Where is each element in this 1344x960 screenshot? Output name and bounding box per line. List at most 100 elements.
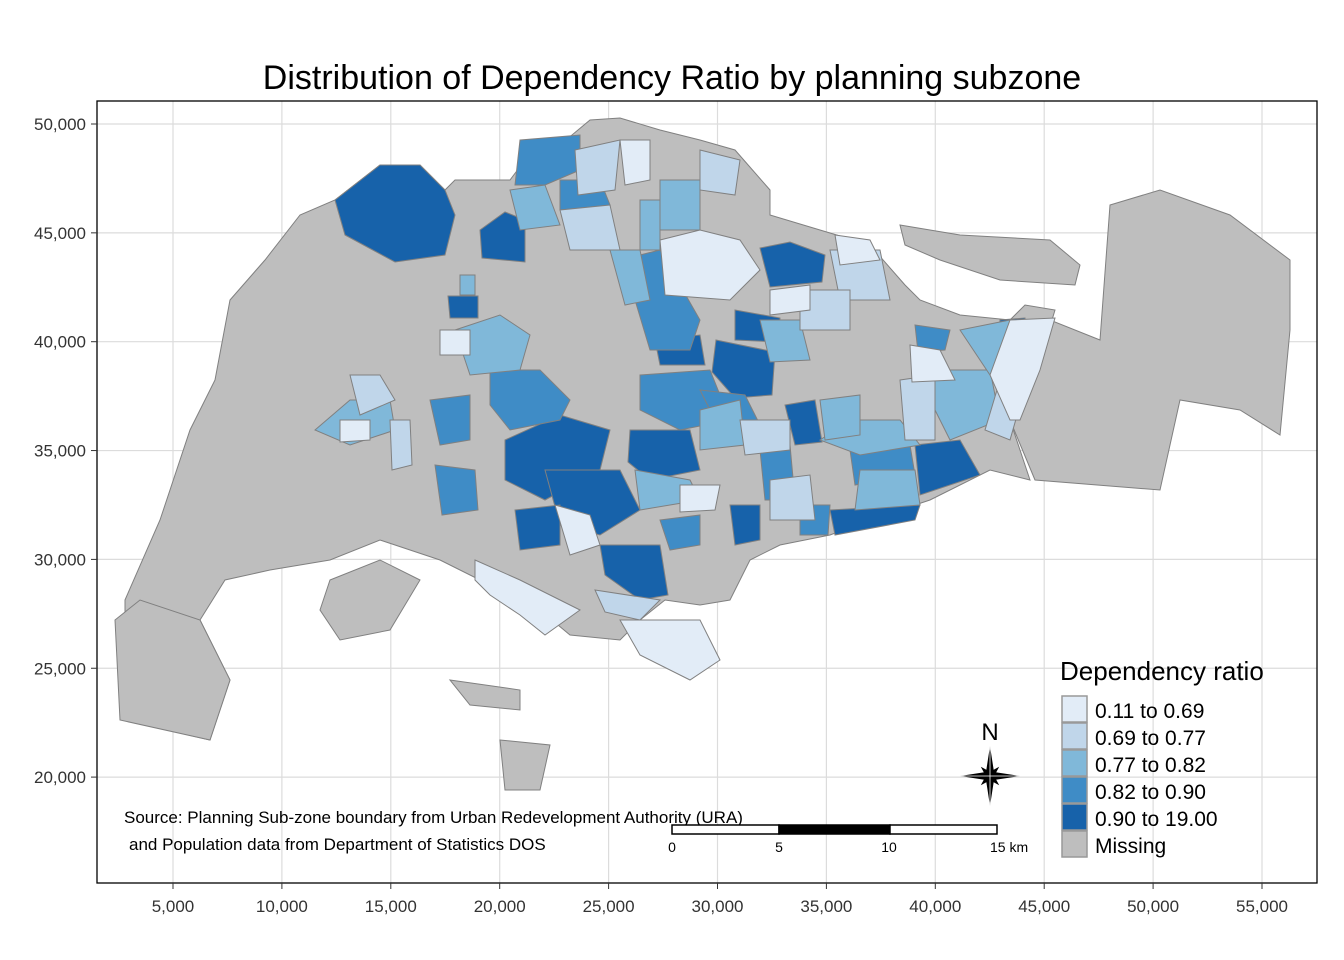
subzone xyxy=(639,199,661,251)
legend-label: 0.69 to 0.77 xyxy=(1095,727,1206,750)
x-tick-label: 35,000 xyxy=(800,897,852,916)
subzone xyxy=(659,179,701,231)
source-line-1: Source: Planning Sub-zone boundary from … xyxy=(124,808,743,827)
scale-label-15: 15 km xyxy=(990,839,1028,855)
subzone xyxy=(574,139,621,196)
legend-key xyxy=(1061,749,1088,777)
y-tick-label: 50,000 xyxy=(34,115,86,134)
subzone xyxy=(339,419,371,443)
subzone xyxy=(909,344,956,383)
jurong-island xyxy=(114,599,231,741)
island xyxy=(448,679,521,711)
subzone xyxy=(759,319,811,363)
legend-label: 0.77 to 0.82 xyxy=(1095,754,1206,777)
subzone xyxy=(479,211,526,263)
subzone xyxy=(799,289,851,331)
island xyxy=(319,559,421,641)
legend-label: Missing xyxy=(1095,835,1166,858)
subzone xyxy=(599,544,669,601)
north-label: N xyxy=(981,719,998,746)
subzone xyxy=(554,504,601,556)
subzone xyxy=(514,134,581,186)
map-title: Distribution of Dependency Ratio by plan… xyxy=(263,59,1081,97)
subzone xyxy=(659,514,701,551)
subzone xyxy=(514,504,561,551)
legend-key xyxy=(1061,722,1088,750)
subzone xyxy=(914,324,951,353)
scale-label-0: 0 xyxy=(668,839,676,855)
subzone xyxy=(439,329,471,356)
subzone xyxy=(854,469,921,511)
scale-label-5: 5 xyxy=(775,839,783,855)
subzone xyxy=(759,241,826,288)
subzone xyxy=(619,139,651,186)
x-tick-label: 20,000 xyxy=(474,897,526,916)
subzone xyxy=(729,504,761,546)
scale-bar: 0 5 10 15 km xyxy=(668,824,1028,855)
subzone xyxy=(819,394,861,441)
subzone xyxy=(459,274,476,296)
subzone xyxy=(509,184,561,231)
north-arrow: N xyxy=(960,719,1020,806)
legend-title: Dependency ratio xyxy=(1060,656,1264,686)
island xyxy=(499,739,551,791)
x-axis: 5,000 10,000 15,000 20,000 25,000 30,000 35,00… xyxy=(152,883,1288,916)
scale-label-10: 10 xyxy=(881,839,897,855)
y-tick-label: 30,000 xyxy=(34,550,86,569)
subzone xyxy=(914,439,981,496)
legend-key xyxy=(1061,830,1088,858)
legend-key xyxy=(1061,776,1088,804)
y-tick-label: 35,000 xyxy=(34,442,86,461)
subzone xyxy=(559,204,621,251)
x-tick-label: 50,000 xyxy=(1127,897,1179,916)
pulau-ubin xyxy=(899,224,1081,286)
subzone xyxy=(989,317,1056,421)
subzone xyxy=(454,314,531,376)
legend-key xyxy=(1061,803,1088,831)
subzone xyxy=(829,504,921,536)
subzone xyxy=(711,339,776,399)
subzone xyxy=(784,399,823,446)
y-axis: 50,000 45,000 40,000 35,000 30,000 25,000 20,0… xyxy=(34,115,97,787)
legend-label: 0.11 to 0.69 xyxy=(1095,700,1204,723)
subzone xyxy=(489,369,571,431)
legend-label: 0.82 to 0.90 xyxy=(1095,781,1206,804)
x-tick-label: 5,000 xyxy=(152,897,195,916)
subzone xyxy=(679,484,721,513)
y-tick-label: 40,000 xyxy=(34,333,86,352)
y-tick-label: 45,000 xyxy=(34,224,86,243)
source-line-2: and Population data from Department of S… xyxy=(129,835,546,854)
y-tick-label: 25,000 xyxy=(34,659,86,678)
subzone xyxy=(739,419,791,456)
subzone xyxy=(429,394,471,446)
subzone xyxy=(834,234,881,266)
subzone xyxy=(474,559,581,636)
x-tick-label: 55,000 xyxy=(1236,897,1288,916)
subzone xyxy=(769,474,816,521)
subzone xyxy=(769,284,811,316)
compass-star-icon xyxy=(960,746,1020,806)
subzone xyxy=(447,295,479,319)
legend-label: 0.90 to 19.00 xyxy=(1095,808,1218,831)
x-tick-label: 10,000 xyxy=(256,897,308,916)
subzone xyxy=(659,229,761,301)
subzone xyxy=(349,374,396,416)
x-tick-label: 30,000 xyxy=(692,897,744,916)
plot-panel-border xyxy=(96,100,1318,884)
subzone xyxy=(619,619,721,681)
subzone xyxy=(609,249,651,306)
legend: Dependency ratio 0.11 to 0.69 0.69 to 0.7… xyxy=(1060,656,1264,858)
subzone xyxy=(389,419,413,471)
x-tick-label: 40,000 xyxy=(909,897,961,916)
y-tick-label: 20,000 xyxy=(34,768,86,787)
subzone xyxy=(899,374,936,441)
subzone-polygons xyxy=(114,117,1291,791)
subzone xyxy=(334,164,456,263)
subzone xyxy=(434,464,479,516)
subzone xyxy=(699,149,741,196)
pulau-tekong xyxy=(1009,189,1291,491)
x-tick-label: 15,000 xyxy=(365,897,417,916)
x-tick-label: 25,000 xyxy=(583,897,635,916)
